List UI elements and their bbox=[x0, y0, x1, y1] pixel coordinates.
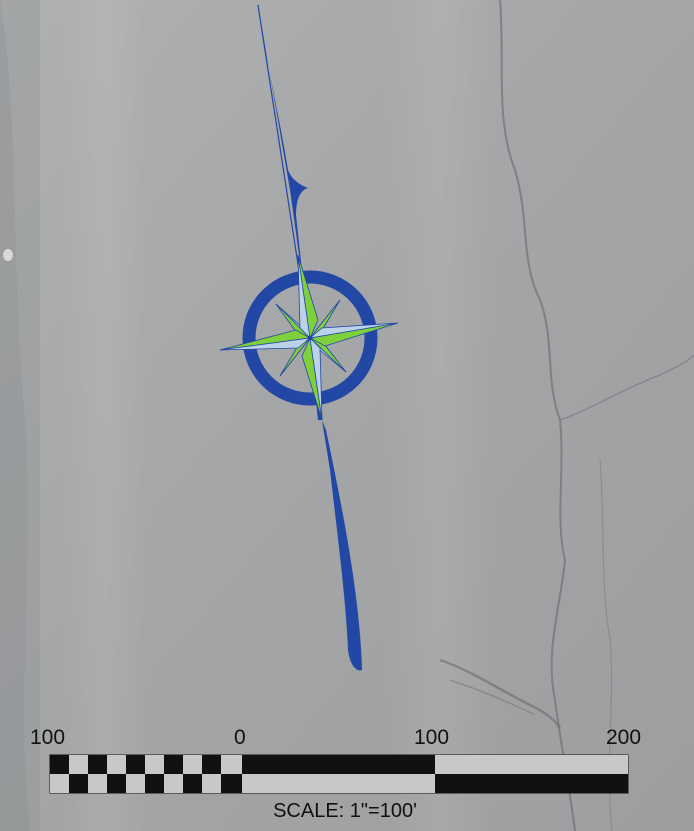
ground-crack bbox=[559, 354, 694, 421]
scale-tick-label-200: 200 bbox=[606, 726, 642, 749]
compass-primary-points bbox=[219, 254, 399, 421]
compass-rose-icon bbox=[219, 4, 399, 671]
scale-caption: SCALE: 1"=100' bbox=[0, 800, 694, 823]
scale-tick-label-100: 100 bbox=[414, 726, 450, 749]
ground-crack bbox=[439, 658, 562, 729]
scale-bar-segment-0-100 bbox=[242, 755, 435, 774]
south-needle bbox=[322, 420, 362, 671]
scale-bar-segment-100-200 bbox=[435, 755, 628, 774]
scale-caption-text: SCALE: 1"=100' bbox=[273, 800, 417, 822]
scale-bar bbox=[49, 754, 629, 794]
ground-crack bbox=[449, 679, 536, 716]
scale-bar-checker bbox=[50, 755, 242, 793]
ground-crack bbox=[499, 0, 576, 831]
scale-tick-label-0: 0 bbox=[234, 726, 246, 749]
scale-tick-label-100-left: 100 bbox=[30, 726, 66, 749]
compass-ring bbox=[242, 270, 378, 406]
